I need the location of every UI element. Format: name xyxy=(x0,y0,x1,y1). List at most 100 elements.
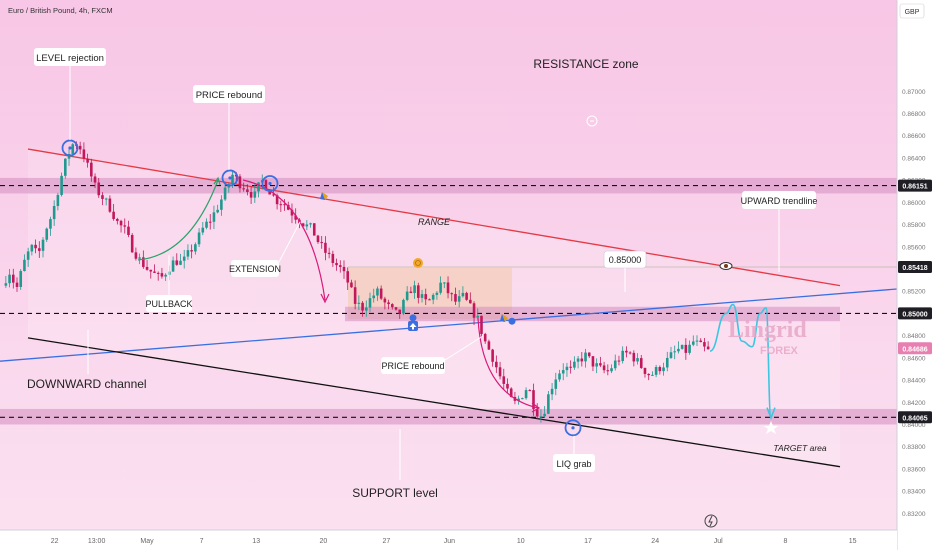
candle-body xyxy=(45,228,49,240)
candle-body xyxy=(342,266,346,272)
time-tick-label: 7 xyxy=(200,538,204,545)
candle-body xyxy=(197,232,201,245)
label-extension: EXTENSION xyxy=(229,264,281,274)
candle-body xyxy=(220,199,223,210)
candle-body xyxy=(268,190,271,195)
label-box-level-rejection xyxy=(34,48,106,66)
candle-body xyxy=(272,194,275,196)
candle-body xyxy=(283,204,286,206)
label-box-liq-grab xyxy=(553,454,595,472)
candle-body xyxy=(420,294,424,298)
price-axis[interactable]: GBP 0.870000.868000.866000.864000.862000… xyxy=(896,0,932,550)
candle-body xyxy=(450,293,454,295)
price-axis-background xyxy=(897,0,932,550)
time-axis[interactable]: 22 13:00 May 7 13 20 27 Jun 10 17 24 Jul 8 15 xyxy=(0,529,897,550)
currency-badge[interactable] xyxy=(899,3,925,19)
candle-body xyxy=(112,211,115,219)
candle-body xyxy=(15,282,19,287)
price-tick-label: 0.84600 xyxy=(902,355,926,362)
candle-body xyxy=(294,215,297,220)
candle-body xyxy=(446,282,450,294)
candle-body xyxy=(257,182,260,192)
candle-body xyxy=(194,244,197,252)
extension-curve-arrow xyxy=(242,179,326,301)
candle-body xyxy=(142,257,145,267)
trendline-touch-dot-1 xyxy=(409,314,417,322)
price-tick-label: 0.86600 xyxy=(902,133,926,140)
watermark-logo-text: Lingrid xyxy=(728,317,807,343)
candle-body xyxy=(331,253,335,264)
label-box-pullback xyxy=(146,295,192,312)
candle-body xyxy=(145,266,149,270)
candle-body xyxy=(591,356,595,367)
candle-body xyxy=(480,315,483,334)
candle-body xyxy=(547,394,550,414)
symbol-title: Euro / British Pound, 4h, FXCM xyxy=(8,6,113,15)
price-tick-label: 0.83200 xyxy=(902,511,926,518)
price-tick-label: 0.85200 xyxy=(902,289,926,296)
candle-body xyxy=(34,244,37,249)
candle-body xyxy=(543,413,546,417)
circle-price-rebound-2 xyxy=(261,175,279,192)
pointer-extension xyxy=(278,221,301,263)
candle-body xyxy=(688,344,691,353)
price-marker-label: 0.84686 xyxy=(902,346,927,353)
candle-body xyxy=(398,309,402,314)
candle-body xyxy=(38,248,41,251)
candle-body xyxy=(565,366,569,371)
candle-body xyxy=(535,409,539,417)
price-marker-0.86151 xyxy=(898,179,932,192)
candle-body xyxy=(576,358,580,362)
up-arrow-badge-icon xyxy=(408,321,418,331)
watermark-forex-text: FOREX xyxy=(760,345,799,357)
candle-body xyxy=(182,256,186,261)
candle-body xyxy=(264,180,268,191)
price-tick-label: 0.86000 xyxy=(902,200,926,207)
time-tick-label: 17 xyxy=(584,538,592,545)
candle-body xyxy=(376,288,379,296)
candle-body xyxy=(554,379,558,389)
candle-body xyxy=(405,291,409,300)
price-tick-label: 0.83600 xyxy=(902,466,926,473)
candle-body xyxy=(465,292,468,300)
price-tick-label: 0.83800 xyxy=(902,444,926,451)
candle-body xyxy=(558,373,561,380)
candle-body xyxy=(30,244,34,252)
candle-body xyxy=(327,252,331,254)
label-price-rebound-top: PRICE rebound xyxy=(196,90,263,101)
resistance-trend-line xyxy=(27,148,841,287)
candle-body xyxy=(49,219,52,229)
candle-body xyxy=(573,361,576,368)
candle-body xyxy=(372,295,376,299)
price-marker-label: 0.85418 xyxy=(902,265,927,272)
price-marker-0.85000 xyxy=(898,307,932,320)
candle-body xyxy=(309,223,312,225)
price-marker-0.85418 xyxy=(898,261,932,274)
candle-body xyxy=(97,182,101,196)
candle-body xyxy=(599,363,602,366)
candle-body xyxy=(4,283,8,286)
candle-body xyxy=(606,370,610,372)
candle-body xyxy=(60,175,63,195)
candle-body xyxy=(216,209,219,213)
candle-body xyxy=(279,204,283,206)
projection-path xyxy=(709,303,772,419)
candle-body xyxy=(647,373,650,376)
candle-body xyxy=(64,158,67,176)
pointer-price-rebound-bottom xyxy=(444,335,484,361)
label-box-price-rebound-top xyxy=(193,85,265,103)
label-box-extension xyxy=(231,260,279,277)
arrows-layer xyxy=(137,176,541,413)
candle-body xyxy=(658,367,662,372)
candle-body xyxy=(443,282,446,284)
candle-body xyxy=(476,315,480,318)
candle-body xyxy=(561,370,565,374)
candle-body xyxy=(275,195,279,205)
candle-body xyxy=(639,358,643,368)
candle-body xyxy=(116,218,119,221)
trend-lines-layer xyxy=(0,148,898,468)
candle-body xyxy=(212,212,216,222)
time-tick-label: 22 xyxy=(51,538,59,545)
candle-body xyxy=(654,367,658,375)
